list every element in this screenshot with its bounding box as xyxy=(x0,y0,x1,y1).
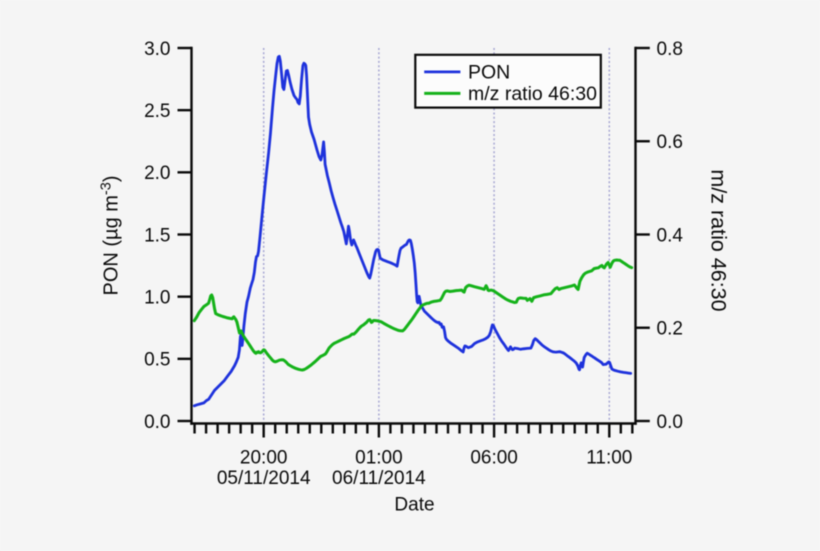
svg-text:20:00: 20:00 xyxy=(240,447,288,468)
svg-text:06:00: 06:00 xyxy=(470,447,518,468)
svg-text:0.2: 0.2 xyxy=(657,319,683,340)
svg-text:PON (µg m-3): PON (µg m-3) xyxy=(99,176,123,296)
svg-text:2.0: 2.0 xyxy=(144,163,170,184)
svg-text:11:00: 11:00 xyxy=(586,447,632,468)
svg-text:0.0: 0.0 xyxy=(144,412,170,433)
svg-text:m/z ratio 46:30: m/z ratio 46:30 xyxy=(707,169,731,311)
svg-text:0.8: 0.8 xyxy=(657,39,683,60)
svg-text:0.0: 0.0 xyxy=(657,412,683,433)
svg-text:m/z ratio 46:30: m/z ratio 46:30 xyxy=(468,83,597,105)
svg-text:0.6: 0.6 xyxy=(657,132,683,153)
svg-text:05/11/2014: 05/11/2014 xyxy=(217,468,311,489)
svg-text:0.4: 0.4 xyxy=(657,225,684,246)
svg-text:1.0: 1.0 xyxy=(144,287,170,308)
svg-text:PON: PON xyxy=(468,62,510,84)
svg-text:06/11/2014: 06/11/2014 xyxy=(332,468,426,489)
svg-text:Date: Date xyxy=(394,494,434,515)
svg-text:2.5: 2.5 xyxy=(144,101,170,122)
svg-text:0.5: 0.5 xyxy=(144,350,170,371)
svg-text:01:00: 01:00 xyxy=(355,447,403,468)
svg-text:1.5: 1.5 xyxy=(144,225,170,246)
svg-text:3.0: 3.0 xyxy=(144,39,170,60)
